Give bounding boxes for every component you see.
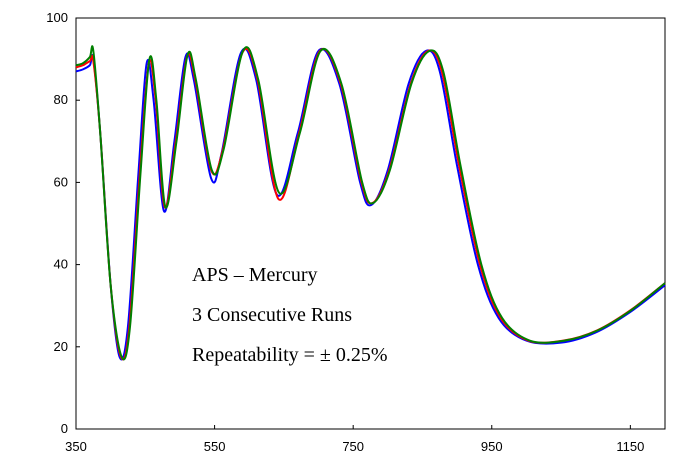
x-tick-label: 350 — [65, 439, 87, 454]
y-tick-label: 40 — [54, 257, 68, 272]
series-line-1 — [75, 47, 666, 361]
y-tick-label: 100 — [46, 10, 68, 25]
x-axis: 350 550 750 950 1150 — [65, 425, 644, 454]
y-tick-label: 80 — [54, 92, 68, 107]
y-tick-label: 60 — [54, 174, 68, 189]
plot-frame — [75, 17, 666, 430]
annotation-title: APS – Mercury — [192, 264, 318, 286]
series-group — [75, 45, 666, 361]
annotations: APS – Mercury 3 Consecutive Runs Repeata… — [192, 264, 388, 366]
annotation-runs: 3 Consecutive Runs — [192, 304, 352, 326]
y-axis: 0 20 40 60 80 100 — [46, 10, 80, 436]
x-tick-label: 950 — [481, 439, 503, 454]
y-tick-label: 0 — [61, 421, 68, 436]
x-tick-label: 750 — [342, 439, 364, 454]
y-tick-label: 20 — [54, 339, 68, 354]
annotation-repeatability: Repeatability = ± 0.25% — [192, 344, 388, 366]
x-tick-label: 1150 — [616, 439, 644, 454]
series-line-3 — [75, 45, 666, 361]
x-tick-label: 550 — [204, 439, 226, 454]
